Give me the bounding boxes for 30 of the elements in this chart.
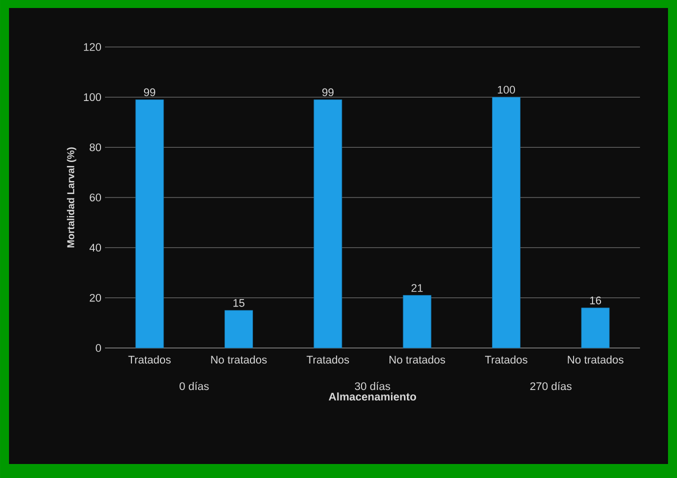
y-tick-label: 0 [96,344,102,352]
x-tick-label: No tratados [211,356,267,364]
y-tick-label: 60 [90,194,102,202]
text: 30 días [354,382,390,390]
bar [581,308,610,348]
data-label: 99 [322,88,334,96]
bar [492,96,520,348]
text: 270 días [530,382,572,390]
data-label: 21 [412,284,423,292]
y-tick-label: 20 [90,294,102,302]
bar [314,99,342,348]
bar [402,295,432,348]
x-tick-label: Tratados [128,356,171,364]
data-label: 100 [498,86,515,94]
data-label: 15 [233,299,244,307]
y-tick-label: 100 [84,93,102,102]
bar [224,310,253,348]
y-tick-label: 40 [89,244,102,252]
bar [135,99,164,348]
data-label: 16 [590,296,602,304]
y-axis-title: Mortalidad Larval (%) [66,147,76,248]
x-axis-title: Almacenamiento [328,392,416,401]
y-tick-label: 120 [84,43,102,51]
x-tick-label: No tratados [568,356,624,364]
y-tick-label: 80 [90,143,102,152]
x-tick-label: Tratados [485,356,528,364]
data-label: 99 [144,88,156,96]
x-tick-label: No tratados [390,356,446,364]
x-tick-label: Tratados [306,356,350,364]
text: 0 días [180,382,209,390]
